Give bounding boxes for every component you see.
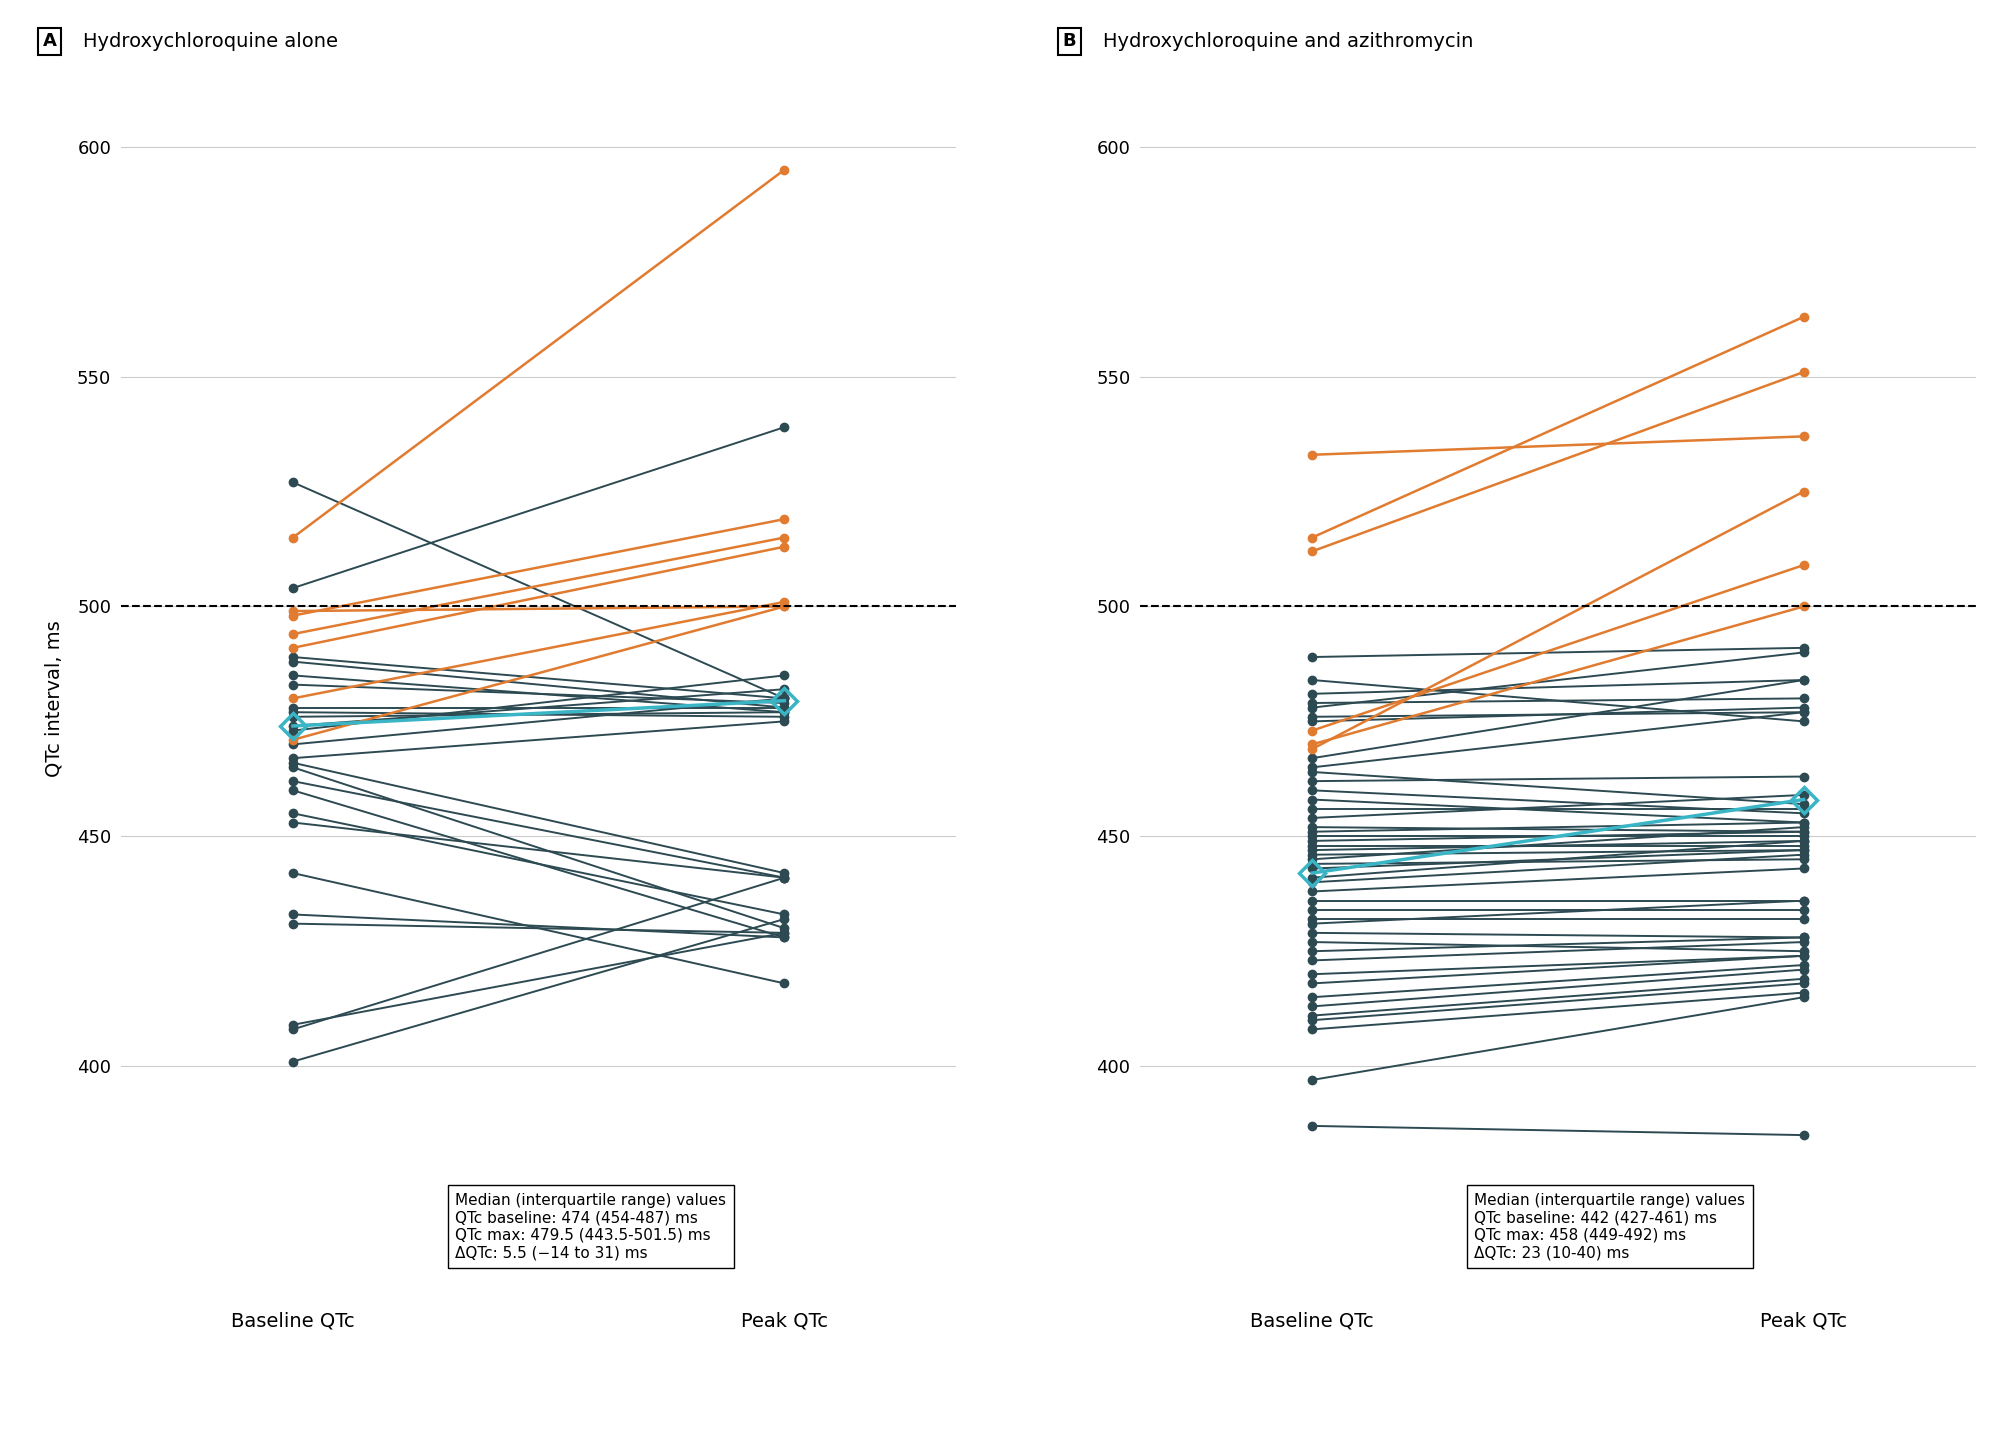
Text: Median (interquartile range) values
QTc baseline: 442 (427-461) ms
QTc max: 458 : Median (interquartile range) values QTc … — [1474, 1192, 1746, 1260]
Text: Hydroxychloroquine and azithromycin: Hydroxychloroquine and azithromycin — [1103, 32, 1474, 50]
Y-axis label: QTc interval, ms: QTc interval, ms — [44, 621, 62, 776]
Text: Median (interquartile range) values
QTc baseline: 474 (454-487) ms
QTc max: 479.: Median (interquartile range) values QTc … — [456, 1192, 726, 1260]
Text: A: A — [42, 32, 56, 50]
Text: B: B — [1062, 32, 1077, 50]
Text: Hydroxychloroquine alone: Hydroxychloroquine alone — [83, 32, 339, 50]
